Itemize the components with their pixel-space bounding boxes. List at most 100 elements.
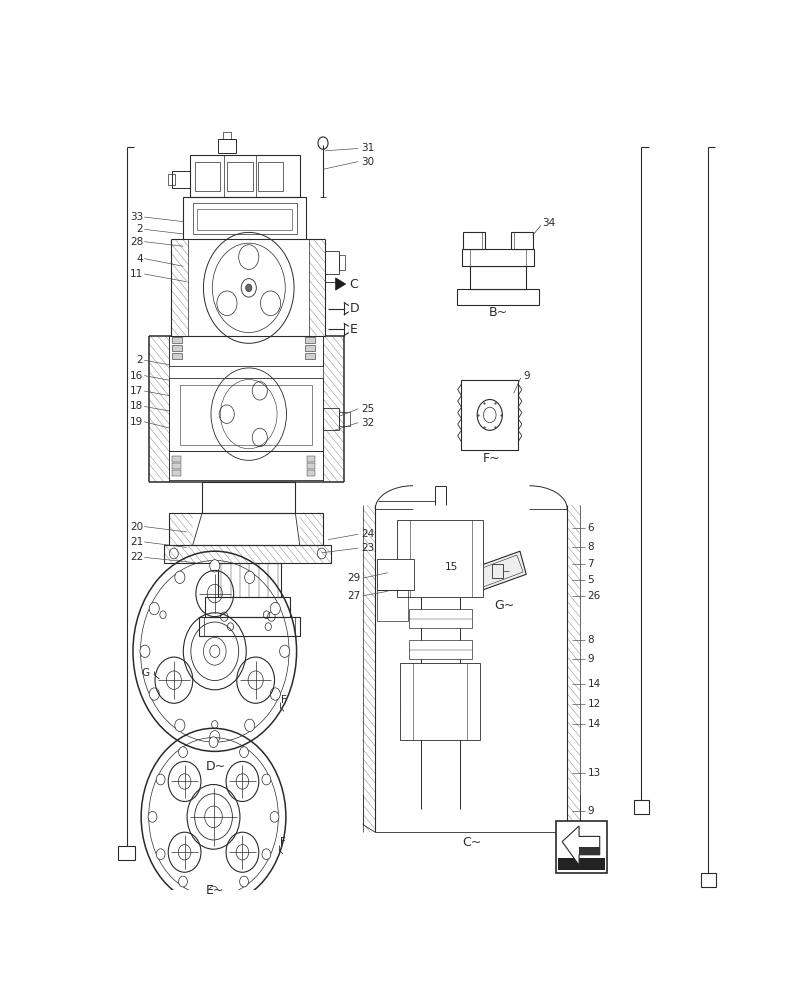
Text: 13: 13 [586, 768, 600, 778]
Text: 17: 17 [130, 386, 143, 396]
Text: 9: 9 [522, 371, 529, 381]
Bar [172, 353, 182, 359]
Bar [324, 251, 338, 274]
Bar [172, 337, 182, 343]
Circle shape [270, 688, 280, 700]
Bar [172, 463, 181, 469]
Text: 33: 33 [130, 212, 143, 222]
Text: 30: 30 [360, 157, 373, 167]
Bar [257, 162, 282, 191]
Bar [202, 482, 295, 513]
Circle shape [156, 849, 165, 860]
Bar [461, 380, 517, 450]
Bar [338, 255, 345, 270]
Bar [192, 203, 296, 234]
Bar [376, 559, 414, 590]
Text: 27: 27 [346, 591, 360, 601]
Circle shape [270, 811, 279, 822]
Circle shape [245, 284, 251, 292]
Bar [167, 174, 175, 185]
Circle shape [209, 731, 220, 743]
Circle shape [156, 774, 165, 785]
Text: 20: 20 [130, 522, 143, 532]
Text: 28: 28 [130, 237, 143, 247]
Text: D~: D~ [206, 760, 225, 773]
Circle shape [244, 719, 255, 731]
Text: 5: 5 [586, 575, 593, 585]
Circle shape [244, 571, 255, 583]
Text: D: D [349, 302, 358, 315]
Text: 29: 29 [346, 573, 360, 583]
Text: 2: 2 [136, 355, 143, 365]
Bar [307, 456, 315, 462]
Circle shape [174, 571, 185, 583]
Bar [305, 337, 315, 343]
Circle shape [209, 737, 217, 748]
Bar [190, 155, 299, 197]
Bar [633, 800, 648, 814]
Text: 18: 18 [130, 401, 143, 411]
Bar [400, 663, 479, 740]
Text: 15: 15 [444, 562, 457, 572]
Circle shape [239, 876, 248, 887]
Bar [307, 470, 315, 476]
Circle shape [239, 747, 248, 758]
Text: 6: 6 [586, 523, 593, 533]
Text: 34: 34 [542, 218, 555, 228]
Polygon shape [335, 278, 345, 290]
Bar [199, 617, 299, 636]
Bar [491, 564, 502, 578]
Bar [205, 597, 290, 617]
Bar [338, 412, 350, 426]
Bar [172, 171, 190, 188]
Bar [700, 873, 714, 887]
Text: B~: B~ [487, 306, 507, 319]
Bar [183, 197, 306, 239]
Bar [169, 336, 323, 366]
Bar [556, 821, 607, 873]
Text: G: G [141, 668, 149, 678]
Bar [307, 463, 315, 469]
Bar [172, 470, 181, 476]
Polygon shape [561, 826, 599, 865]
Circle shape [149, 688, 159, 700]
Bar [197, 209, 291, 230]
Bar [118, 846, 135, 860]
Bar [217, 563, 281, 597]
Circle shape [139, 645, 150, 657]
Circle shape [178, 747, 187, 758]
Text: C~: C~ [461, 836, 481, 849]
Bar [172, 456, 181, 462]
Bar [169, 451, 323, 480]
Bar [408, 701, 471, 721]
Text: 24: 24 [360, 529, 374, 539]
Bar [408, 640, 471, 659]
Text: 9: 9 [586, 806, 593, 816]
Polygon shape [469, 266, 526, 289]
Polygon shape [453, 570, 472, 594]
Bar [227, 162, 252, 191]
Circle shape [279, 645, 290, 657]
Text: F: F [281, 695, 286, 705]
Polygon shape [461, 249, 533, 266]
Text: 25: 25 [360, 404, 374, 414]
Text: E: E [349, 323, 357, 336]
Text: F: F [279, 837, 285, 847]
Polygon shape [463, 232, 485, 249]
Circle shape [178, 876, 187, 887]
Text: 9: 9 [586, 654, 593, 664]
Bar [323, 408, 338, 430]
Bar [172, 345, 182, 351]
Text: G~: G~ [494, 599, 513, 612]
Bar [217, 139, 235, 153]
Text: E~: E~ [205, 884, 224, 896]
Text: F~: F~ [483, 452, 500, 465]
Text: 3: 3 [637, 802, 644, 812]
Text: 23: 23 [360, 543, 374, 553]
Text: 1: 1 [704, 875, 710, 885]
Polygon shape [510, 232, 532, 249]
Circle shape [209, 560, 220, 572]
Bar [223, 132, 231, 139]
Bar [376, 590, 407, 620]
Text: 14: 14 [586, 719, 600, 729]
